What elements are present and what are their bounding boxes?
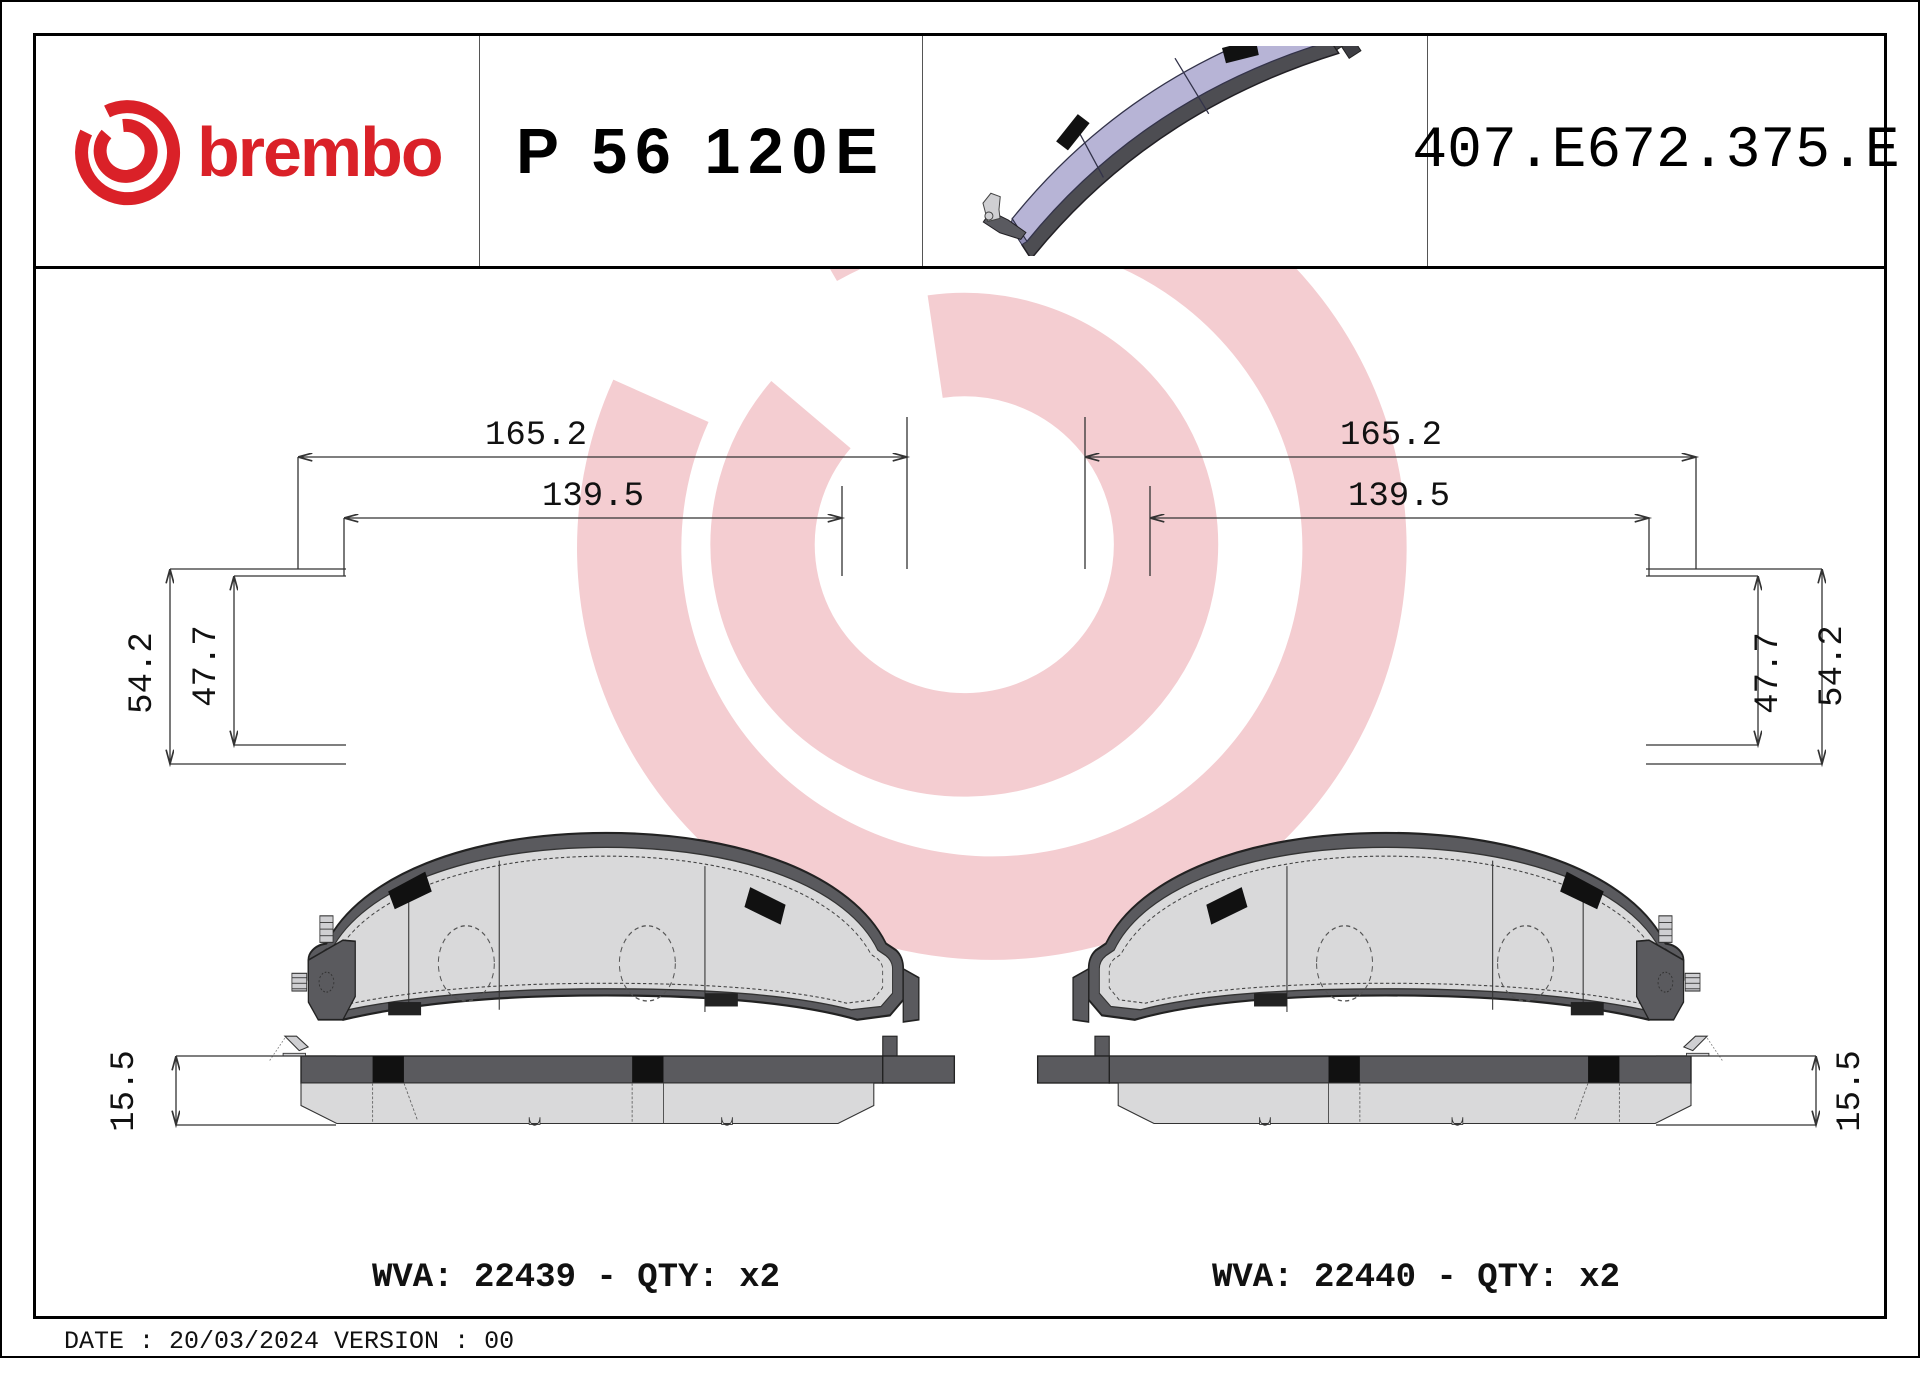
svg-text:WVA: 22439 - QTY: x2: WVA: 22439 - QTY: x2 <box>372 1259 780 1297</box>
svg-text:15.5: 15.5 <box>1832 1050 1870 1132</box>
svg-text:15.5: 15.5 <box>106 1050 144 1132</box>
svg-text:139.5: 139.5 <box>1348 478 1450 516</box>
svg-text:47.7: 47.7 <box>1750 632 1788 714</box>
svg-text:47.7: 47.7 <box>188 625 226 707</box>
svg-text:WVA: 22440 - QTY: x2: WVA: 22440 - QTY: x2 <box>1212 1259 1620 1297</box>
svg-text:165.2: 165.2 <box>1340 417 1442 455</box>
svg-text:brembo: brembo <box>197 113 442 191</box>
svg-text:165.2: 165.2 <box>485 417 587 455</box>
svg-text:54.2: 54.2 <box>1814 625 1852 707</box>
svg-text:139.5: 139.5 <box>542 478 644 516</box>
svg-text:54.2: 54.2 <box>124 632 162 714</box>
